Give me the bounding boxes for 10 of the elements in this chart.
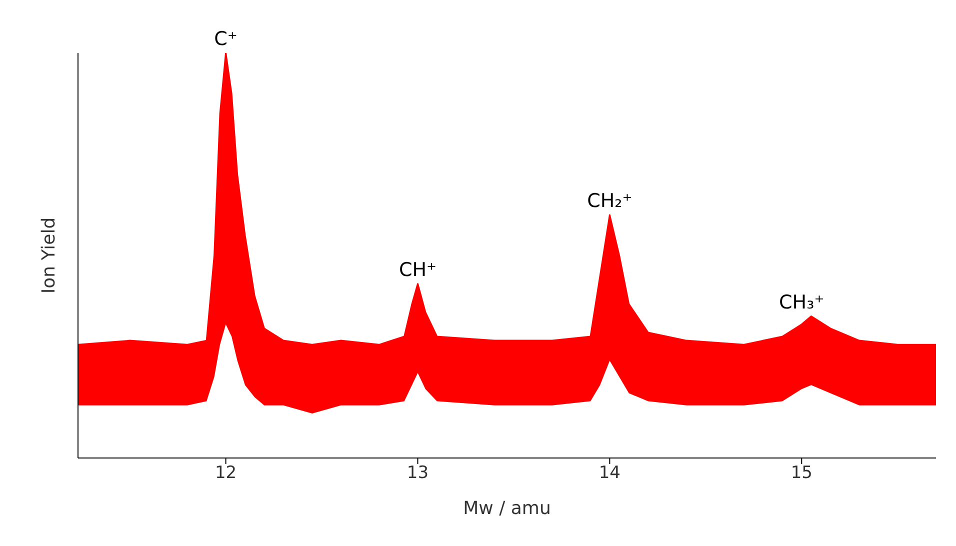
annotation: CH₂⁺	[587, 190, 632, 212]
x-axis-title: Mw / amu	[463, 498, 551, 519]
y-axis-title: Ion Yield	[38, 217, 60, 294]
x-tick-label: 15	[790, 463, 812, 484]
annotation: CH⁺	[398, 258, 437, 281]
text: C⁺	[214, 28, 238, 50]
x-tick-label: 12	[214, 463, 237, 484]
x-tick-label: 13	[406, 463, 429, 484]
x-tick-label: 14	[598, 463, 621, 484]
annotation: CH₃⁺	[779, 291, 824, 314]
